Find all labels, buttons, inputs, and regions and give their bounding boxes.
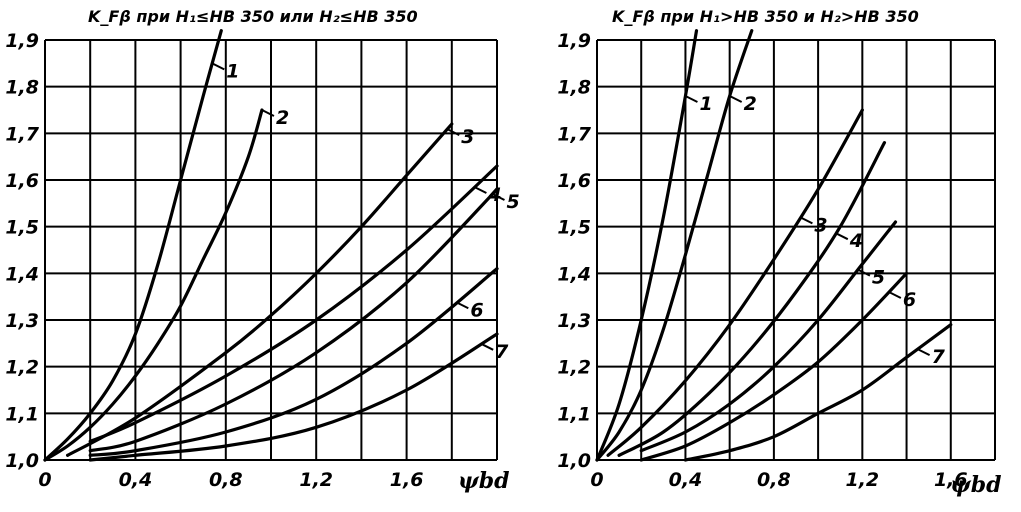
y-tick-label: 1,9: [557, 30, 591, 52]
y-tick-label: 1,8: [5, 77, 39, 99]
series-3-line: [606, 108, 864, 457]
series-2-label: 2: [276, 107, 289, 129]
y-tick-label: 1,7: [5, 123, 39, 145]
series-1-line: [43, 29, 223, 462]
series-2-line: [595, 29, 754, 462]
x-tick-label: 0: [38, 469, 51, 491]
y-tick-label: 1,3: [5, 310, 39, 332]
series-4-leader: [835, 232, 849, 241]
y-tick-label: 1,0: [5, 450, 39, 472]
series-2-line: [43, 108, 264, 462]
chart-title: K_Fβ при H₁≤HB 350 или H₂≤HB 350: [88, 7, 418, 26]
series-1-line: [595, 29, 699, 462]
x-tick-label: 0,8: [757, 469, 791, 491]
y-tick-label: 1,2: [557, 357, 591, 379]
chart-right: 1,0 1,1 1,2 1,3 1,4 1,5 1,6 1,7 1,8 1,9 0 0,4 0,8 1,2…: [557, 7, 1001, 498]
grid: [596, 39, 996, 461]
x-tick-label: 1,2: [845, 469, 879, 491]
chart-left: 1,0 1,1 1,2 1,3 1,4 1,5 1,6 1,7 1,8 1,9 0 0,4 0,8 1,2…: [5, 7, 519, 494]
series-5-line: [88, 187, 499, 453]
y-tick-label: 1,4: [557, 263, 591, 285]
series-5-label: 5: [506, 191, 519, 213]
series-3-leader: [446, 128, 460, 137]
y-tick-label: 1,1: [5, 403, 39, 425]
x-tick-label: 0,4: [669, 469, 703, 491]
series-6-label: 6: [470, 299, 483, 321]
series-5-leader: [857, 268, 871, 277]
x-axis-label: ψbd: [950, 472, 1001, 498]
series-7-line: [88, 332, 499, 462]
y-tick-label: 1,4: [5, 263, 39, 285]
series-7-leader: [480, 342, 494, 351]
series-7-line: [683, 323, 953, 462]
x-tick-label: 0: [590, 469, 603, 491]
x-tick-label: 1,6: [390, 469, 424, 491]
series-7-label: 7: [495, 341, 509, 363]
y-tick-label: 1,2: [5, 357, 39, 379]
y-tick-label: 1,7: [557, 123, 591, 145]
series-6-leader: [888, 291, 902, 299]
series-4-line: [617, 141, 887, 457]
series-2-label: 2: [744, 93, 757, 115]
series-5-leader: [492, 193, 505, 201]
series-4-leader: [473, 186, 487, 194]
y-tick-label: 1,6: [557, 170, 591, 192]
series-1-label: 1: [699, 93, 712, 115]
series-3-label: 3: [461, 126, 474, 148]
x-tick-label: 1,2: [299, 469, 333, 491]
y-tick-label: 1,9: [5, 30, 39, 52]
series-7-label: 7: [932, 346, 946, 368]
series-1-label: 1: [226, 60, 239, 82]
series-6-leader: [455, 301, 469, 310]
series-1-leader: [684, 95, 698, 103]
series-2-leader: [261, 109, 275, 117]
y-tick-label: 1,5: [557, 217, 591, 239]
series-5-label: 5: [872, 267, 885, 289]
series-6-line: [88, 267, 499, 457]
chart-title: K_Fβ при H₁>HB 350 и H₂>HB 350: [612, 7, 919, 26]
y-tick-label: 1,5: [5, 217, 39, 239]
y-tick-label: 1,0: [557, 450, 591, 472]
series-3-line: [66, 122, 454, 457]
series-4-line: [88, 164, 499, 443]
series-6-line: [639, 271, 909, 462]
x-tick-label: 0,8: [209, 469, 243, 491]
y-tick-label: 1,1: [557, 403, 591, 425]
series-3-label: 3: [814, 214, 827, 236]
y-tick-label: 1,8: [557, 77, 591, 99]
series-7-leader: [917, 348, 931, 357]
series-5-line: [639, 220, 898, 453]
x-axis-label: ψbd: [458, 468, 509, 494]
series-2-leader: [729, 95, 743, 103]
series-1-leader: [211, 62, 225, 71]
x-tick-label: 1,6: [934, 469, 968, 491]
series-4-label: 4: [849, 230, 863, 252]
series-3-leader: [799, 216, 813, 225]
series-6-label: 6: [903, 289, 916, 311]
x-tick-label: 0,4: [119, 469, 153, 491]
grid: [44, 39, 498, 461]
y-tick-label: 1,3: [557, 310, 591, 332]
y-tick-label: 1,6: [5, 170, 39, 192]
